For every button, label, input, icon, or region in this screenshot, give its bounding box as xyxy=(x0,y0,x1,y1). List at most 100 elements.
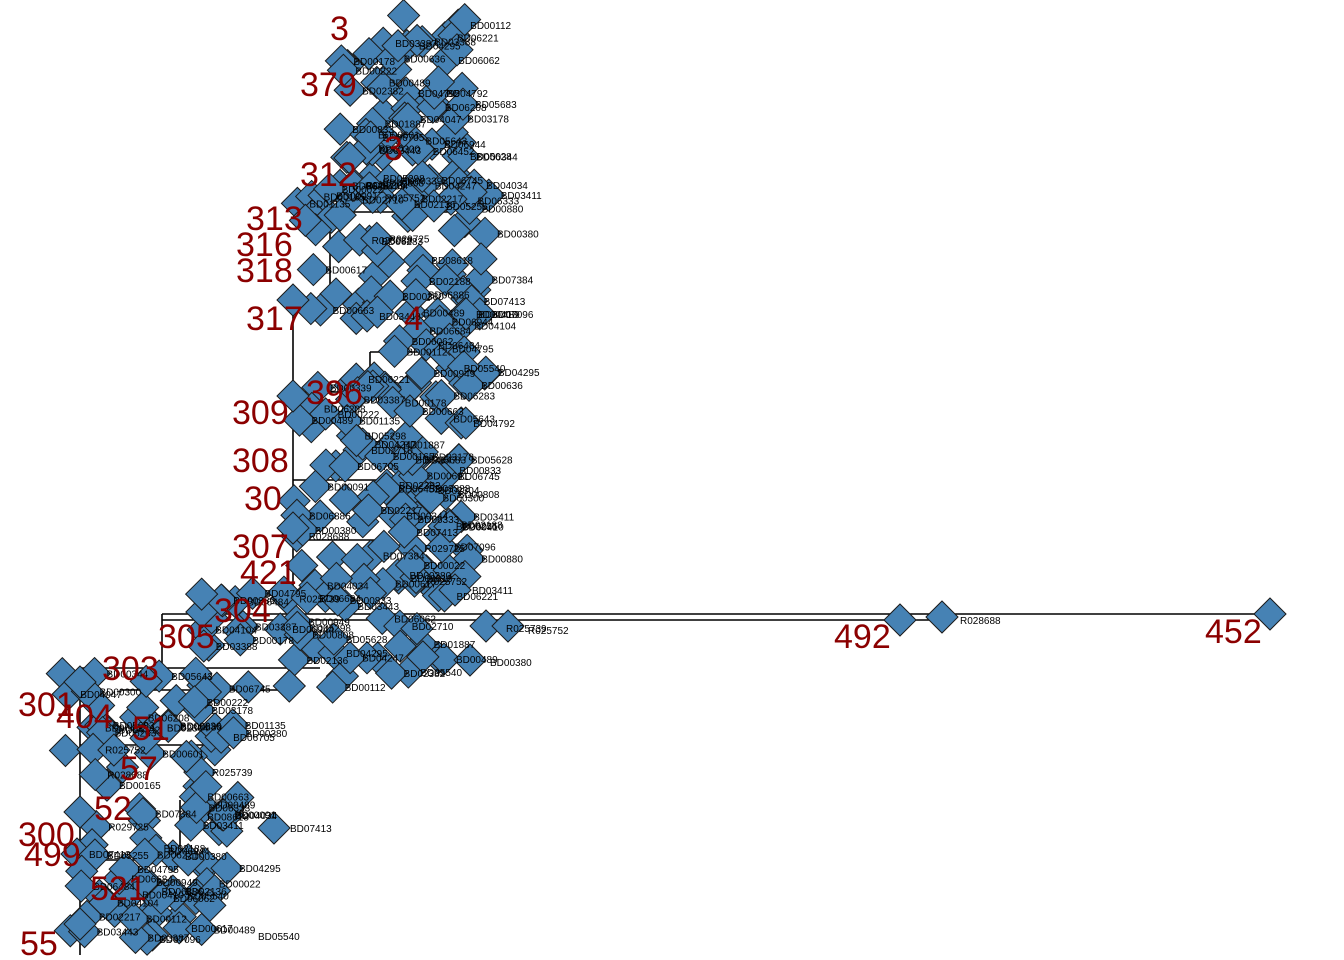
network-node xyxy=(223,623,258,657)
node-label-small: BD02188 xyxy=(461,520,503,531)
node-label-small: BD03443 xyxy=(379,146,421,157)
node-label-large: 452 xyxy=(1205,613,1262,651)
node-label-small: BD06944 xyxy=(292,625,334,636)
network-node xyxy=(417,189,451,223)
node-label-small: BD05643 xyxy=(453,414,495,425)
network-node xyxy=(189,769,223,804)
node-label-small: BD04047 xyxy=(420,115,462,126)
node-label-small: BD08618 xyxy=(411,574,453,585)
network-node xyxy=(446,87,480,121)
node-label-small: BD06283 xyxy=(115,729,157,740)
network-node xyxy=(453,643,487,677)
network-node xyxy=(437,213,472,248)
node-label-small: BD04104 xyxy=(215,626,257,637)
node-label-small: BD03411 xyxy=(473,513,514,524)
network-node xyxy=(272,669,307,703)
network-node xyxy=(353,120,388,154)
node-label-small: BD00339 xyxy=(330,383,372,394)
node-label-large: 492 xyxy=(834,618,891,656)
node-label-small: BD01135 xyxy=(245,721,286,732)
node-label-small: BD01887 xyxy=(403,440,445,451)
node-label-small: R028688 xyxy=(960,616,1001,627)
network-node xyxy=(390,419,424,454)
node-label-small: BD00489 xyxy=(423,309,465,320)
node-label-small: BD03387 xyxy=(147,933,189,944)
node-label-small: BD06684 xyxy=(319,594,361,605)
network-node xyxy=(381,29,415,63)
network-node xyxy=(433,509,467,544)
node-label-small: BD06886 xyxy=(162,887,204,898)
node-label-small: BD00636 xyxy=(481,381,523,392)
node-label-small: BD02304 xyxy=(438,486,480,497)
network-node xyxy=(231,670,266,704)
node-label-small: BD06886 xyxy=(428,291,470,302)
node-label-small: BD00880 xyxy=(481,555,523,566)
network-node xyxy=(312,172,347,206)
network-node xyxy=(128,837,162,871)
node-label-small: BD06484 xyxy=(247,598,289,609)
network-node xyxy=(298,469,333,504)
node-label-small: BD00617 xyxy=(325,266,367,277)
node-label-small: BD04795 xyxy=(452,344,494,355)
network-node xyxy=(63,795,97,829)
node-label-small: BD00617 xyxy=(395,580,437,591)
network-node xyxy=(235,576,270,610)
network-node xyxy=(88,885,122,920)
network-node xyxy=(406,640,440,674)
node-label-small: BD02710 xyxy=(371,446,413,457)
node-label-small: BD00112 xyxy=(345,683,386,694)
network-node xyxy=(452,368,486,402)
node-label-small: BD06484 xyxy=(438,341,480,352)
node-label-small: BD00380 xyxy=(490,658,532,669)
node-label-small: BD07413 xyxy=(416,528,458,539)
node-label-small: BD00091 xyxy=(327,482,369,493)
node-label-small: BD06221 xyxy=(368,375,410,386)
network-node xyxy=(333,640,367,675)
network-node xyxy=(351,369,385,404)
node-label-small: BD00663 xyxy=(422,407,464,418)
node-label-small: BD02188 xyxy=(429,277,471,288)
node-label-large: 396 xyxy=(306,374,363,412)
node-label-small: BD06452 xyxy=(398,485,440,496)
node-label-small: BD02217 xyxy=(99,913,141,924)
node-label-small: BD05683 xyxy=(475,100,517,111)
node-label-small: BD00380 xyxy=(409,571,451,582)
node-label-small: BD07384 xyxy=(383,552,425,563)
node-label-small: BD00091 xyxy=(336,192,378,203)
node-label-small: BD00663 xyxy=(332,306,374,317)
node-label-small: BD00165 xyxy=(393,452,435,463)
node-label-small: BD02382 xyxy=(362,86,404,97)
node-label-small: BD00949 xyxy=(434,369,476,380)
node-label-small: BD06944 xyxy=(452,317,494,328)
node-layer xyxy=(45,0,1287,956)
node-label-small: BD07096 xyxy=(159,935,201,946)
node-label-small: BD04792 xyxy=(119,726,161,737)
node-label-large: 303 xyxy=(102,650,159,688)
node-label-small: BD04104 xyxy=(474,321,516,332)
node-label-small: BD02188 xyxy=(164,844,206,855)
network-node xyxy=(449,297,483,331)
network-node xyxy=(405,159,439,194)
node-label-small: BD00344 xyxy=(406,511,448,522)
node-label-small: BD04795 xyxy=(137,865,179,876)
node-label-small: BD00410 xyxy=(462,522,504,533)
node-label-small: BD00833 xyxy=(459,466,501,477)
node-label-small: BD05255 xyxy=(456,522,498,533)
network-node xyxy=(290,581,324,615)
node-label-small: BD00636 xyxy=(404,54,446,65)
node-label-small: BD04247 xyxy=(435,182,477,193)
node-label-small: BD03387 xyxy=(364,395,406,406)
node-label-large: 52 xyxy=(94,790,132,828)
network-node xyxy=(374,656,409,690)
network-node xyxy=(206,798,241,832)
node-label-large: 312 xyxy=(300,156,357,194)
network-node xyxy=(385,187,419,221)
node-label-small: BD06705 xyxy=(233,733,275,744)
node-label-small: BD06062 xyxy=(412,337,454,348)
network-node xyxy=(129,721,163,755)
node-label-small: BD04104 xyxy=(117,898,159,909)
node-label-small: BD06062 xyxy=(173,894,215,905)
node-label-small: BD00091 xyxy=(234,811,276,822)
network-node xyxy=(162,911,196,945)
node-label-small: BD05298 xyxy=(365,432,407,443)
